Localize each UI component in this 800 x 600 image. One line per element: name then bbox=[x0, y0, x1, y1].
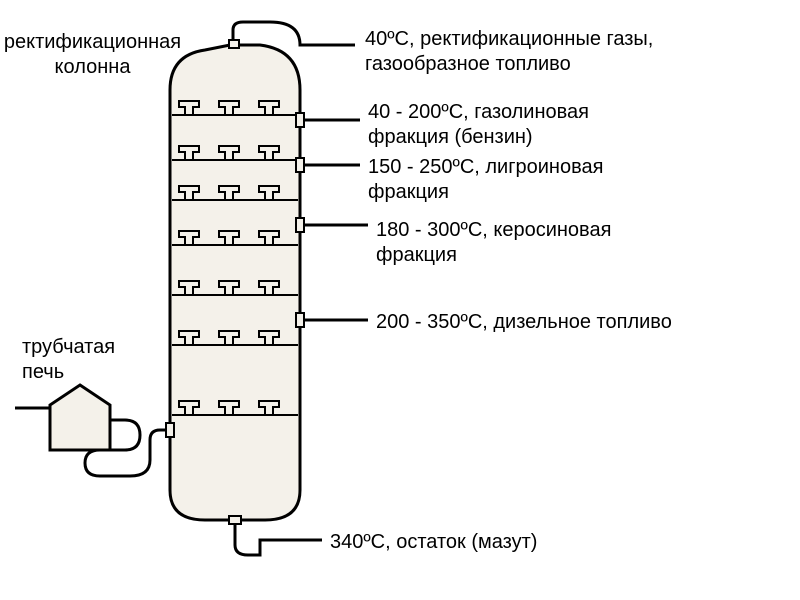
outlet-pipes bbox=[296, 113, 368, 327]
label-output-gasoline: 40 - 200ºС, газолиноваяфракция (бензин) bbox=[368, 100, 589, 150]
tubular-furnace bbox=[50, 385, 110, 450]
label-column-title: ректификационнаяколонна bbox=[0, 30, 185, 80]
distillation-diagram bbox=[0, 0, 800, 600]
label-output-mazut: 340ºС, остаток (мазут) bbox=[330, 530, 537, 555]
label-output-diesel: 200 - 350ºС, дизельное топливо bbox=[376, 310, 672, 335]
label-furnace: трубчатаяпечь bbox=[22, 335, 115, 385]
outlet-pipe-gases bbox=[233, 22, 355, 45]
outlet-pipe-mazut bbox=[235, 520, 322, 555]
label-output-gases: 40ºС, ректификационные газы, газообразно… bbox=[365, 27, 653, 77]
label-output-kerosene: 180 - 300ºС, керосиноваяфракция bbox=[376, 218, 611, 268]
label-output-ligroin: 150 - 250ºС, лигроиноваяфракция bbox=[368, 155, 603, 205]
